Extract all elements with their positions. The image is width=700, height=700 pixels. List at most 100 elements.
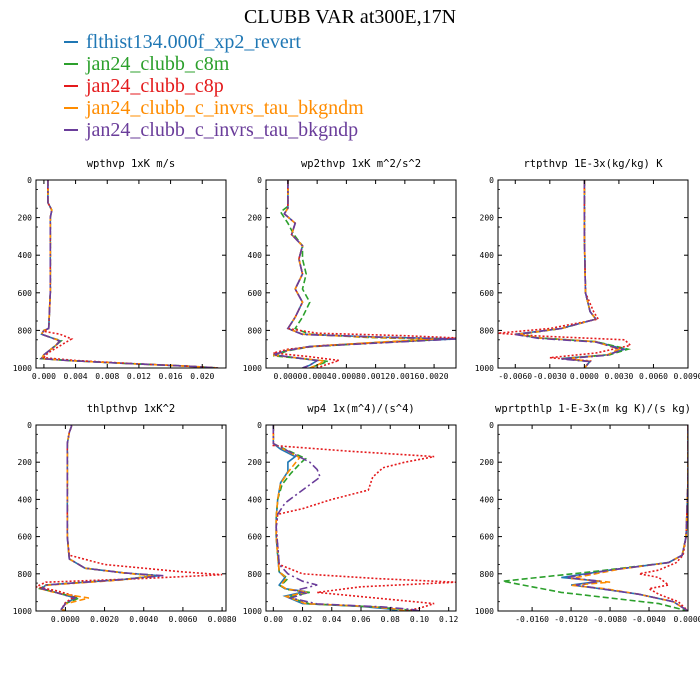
y-tick-label: 0: [489, 176, 494, 185]
y-tick-label: 200: [18, 214, 33, 223]
series-line: [639, 425, 688, 611]
series-line: [272, 425, 406, 611]
x-tick-label: 0.0016: [390, 372, 419, 381]
plot-frame: [497, 424, 689, 612]
y-tick-label: 1000: [475, 364, 494, 373]
y-tick-label: 1000: [243, 607, 262, 616]
x-tick-label: 0.12: [439, 615, 458, 624]
x-tick-label: 0.0060: [168, 615, 197, 624]
y-tick-label: 400: [248, 251, 263, 260]
y-tick-label: 1000: [243, 364, 262, 373]
y-tick-label: 200: [480, 458, 495, 467]
panel-title: wprtpthlp 1-E-3x(m kg K)/(s kg): [495, 403, 691, 415]
y-tick-label: 200: [248, 458, 263, 467]
series-line: [39, 180, 219, 368]
series-line: [40, 425, 154, 611]
series-line: [273, 180, 456, 368]
y-tick-label: 800: [18, 570, 33, 579]
y-tick-label: 400: [480, 495, 495, 504]
chart-title: CLUBB VAR at300E,17N: [243, 6, 457, 28]
y-tick-label: 200: [18, 458, 33, 467]
y-tick-label: 800: [480, 326, 495, 335]
x-tick-label: 0.020: [190, 372, 214, 381]
x-tick-label: 0.0000: [674, 615, 700, 624]
x-tick-label: 0.000: [32, 372, 56, 381]
series-line: [273, 180, 435, 368]
legend-label: jan24_clubb_c_invrs_tau_bkgndp: [86, 119, 359, 141]
panel-title: thlpthvp 1xK^2: [87, 403, 176, 415]
legend-item: flthist134.000f_xp2_revert: [64, 31, 364, 53]
x-tick-label: -0.0060: [498, 372, 532, 381]
x-tick-label: 0.0020: [90, 615, 119, 624]
y-tick-label: 1000: [13, 364, 32, 373]
y-tick-label: 800: [480, 570, 495, 579]
x-tick-label: 0.0020: [420, 372, 449, 381]
series-line: [40, 180, 219, 368]
x-tick-label: 0.0030: [604, 372, 633, 381]
series-line: [561, 425, 688, 611]
x-tick-label: 0.00: [264, 615, 283, 624]
y-tick-label: 600: [18, 289, 33, 298]
series-line: [37, 425, 154, 611]
x-tick-label: 0.0008: [332, 372, 361, 381]
x-tick-label: 0.0004: [303, 372, 332, 381]
x-tick-label: 0.0040: [129, 615, 158, 624]
legend-swatch: [64, 129, 78, 131]
y-tick-label: 1000: [475, 607, 494, 616]
x-tick-label: 0.06: [351, 615, 370, 624]
x-tick-label: -0.0160: [515, 615, 549, 624]
y-tick-label: 0: [257, 421, 262, 430]
legend-swatch: [64, 107, 78, 109]
plot-frame: [35, 424, 227, 612]
legend-label: jan24_clubb_c8p: [86, 75, 224, 97]
y-tick-label: 200: [480, 214, 495, 223]
panel-title: wp4 1x(m^4)/(s^4): [307, 403, 414, 415]
plot-frame: [265, 179, 457, 369]
series-line: [515, 180, 625, 368]
series-line: [517, 180, 622, 368]
y-tick-label: 0: [27, 176, 32, 185]
series-line: [272, 425, 413, 611]
legend-item: jan24_clubb_c8m: [64, 53, 364, 75]
x-tick-label: 0.0080: [208, 615, 237, 624]
legend-label: jan24_clubb_c8m: [86, 53, 230, 75]
y-tick-label: 0: [489, 421, 494, 430]
series-line: [40, 425, 164, 611]
series-line: [520, 180, 632, 368]
x-tick-label: 0.0000: [273, 372, 302, 381]
plot-frame: [497, 179, 689, 369]
y-tick-label: 600: [480, 533, 495, 542]
panel-title: wpthvp 1xK m/s: [87, 158, 176, 170]
legend-swatch: [64, 85, 78, 87]
x-tick-label: 0.004: [64, 372, 88, 381]
legend-item: jan24_clubb_c8p: [64, 75, 364, 97]
legend-label: jan24_clubb_c_invrs_tau_bkgndm: [86, 97, 364, 119]
x-tick-label: 0.10: [410, 615, 429, 624]
panel-title: wp2thvp 1xK m^2/s^2: [301, 158, 421, 170]
series-line: [272, 425, 420, 611]
panel: 0 200 400 600 800 1000 0.0000 0.0020 0.0040 0.006…: [13, 403, 237, 624]
x-tick-label: 0.012: [127, 372, 151, 381]
y-tick-label: 400: [480, 251, 495, 260]
x-tick-label: -0.0040: [632, 615, 666, 624]
x-tick-label: 0.0090: [674, 372, 700, 381]
series-line: [40, 180, 219, 368]
x-tick-label: 0.0012: [361, 372, 390, 381]
legend-swatch: [64, 41, 78, 43]
y-tick-label: 600: [248, 289, 263, 298]
legend-label: flthist134.000f_xp2_revert: [86, 31, 301, 53]
series-line: [40, 425, 160, 611]
panel-title: rtpthvp 1E-3x(kg/kg) K: [523, 158, 663, 170]
series-line: [272, 425, 456, 611]
plot-frame: [35, 179, 227, 369]
panel: 0 200 400 600 800 1000 -0.0060 -0.0030 0.0000 0.0…: [475, 158, 700, 381]
y-tick-label: 0: [257, 176, 262, 185]
legend: flthist134.000f_xp2_revert jan24_clubb_c…: [64, 31, 364, 141]
y-tick-label: 400: [18, 251, 33, 260]
y-tick-label: 800: [248, 570, 263, 579]
x-tick-label: 0.08: [381, 615, 400, 624]
y-tick-label: 800: [18, 326, 33, 335]
